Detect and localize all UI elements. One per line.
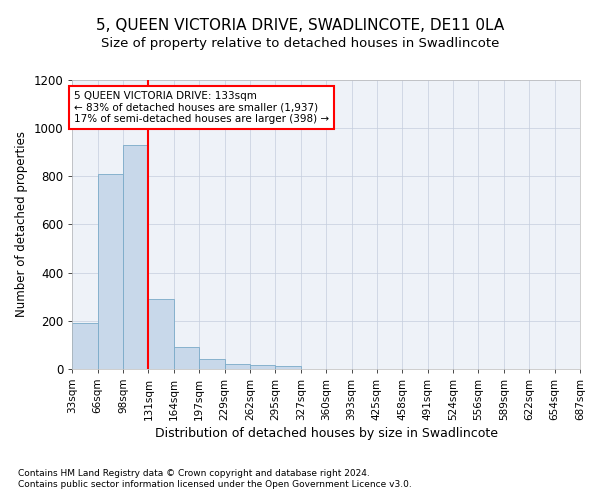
Text: Contains HM Land Registry data © Crown copyright and database right 2024.: Contains HM Land Registry data © Crown c…	[18, 468, 370, 477]
Bar	[174, 347, 199, 369]
Bar	[224, 364, 250, 369]
Bar	[98, 174, 123, 369]
Bar	[199, 360, 224, 369]
Y-axis label: Number of detached properties: Number of detached properties	[15, 132, 28, 318]
Text: Contains public sector information licensed under the Open Government Licence v3: Contains public sector information licen…	[18, 480, 412, 489]
Text: 5 QUEEN VICTORIA DRIVE: 133sqm
← 83% of detached houses are smaller (1,937)
17% : 5 QUEEN VICTORIA DRIVE: 133sqm ← 83% of …	[74, 91, 329, 124]
Bar	[275, 366, 301, 369]
Bar	[148, 299, 174, 369]
Bar	[123, 145, 148, 369]
X-axis label: Distribution of detached houses by size in Swadlincote: Distribution of detached houses by size …	[155, 427, 497, 440]
Bar	[250, 366, 275, 369]
Text: Size of property relative to detached houses in Swadlincote: Size of property relative to detached ho…	[101, 38, 499, 51]
Bar	[73, 323, 98, 369]
Text: 5, QUEEN VICTORIA DRIVE, SWADLINCOTE, DE11 0LA: 5, QUEEN VICTORIA DRIVE, SWADLINCOTE, DE…	[96, 18, 504, 32]
